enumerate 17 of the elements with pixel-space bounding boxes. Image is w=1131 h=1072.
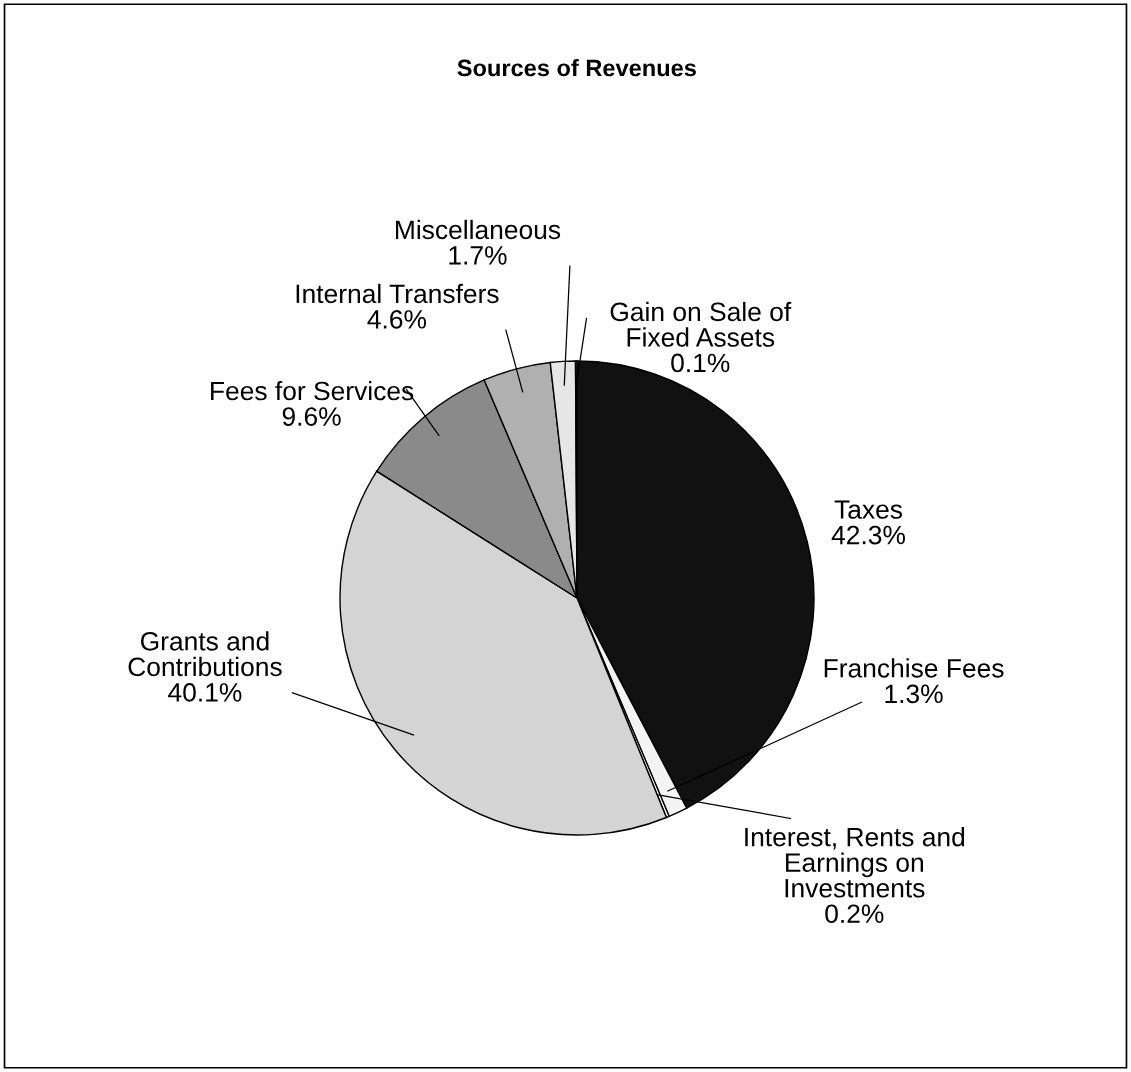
data-label: 40.1% [168,683,242,702]
data-label: 0.2% [825,904,884,924]
slice-label: Fees for Services [211,380,414,401]
data-label: 1.3% [885,684,943,704]
slice-label: Grants and Contributions [128,631,282,677]
slice-label: Internal Transfers [296,283,499,304]
data-label: 9.6% [282,407,341,426]
slice-label: Gain on Sale of Fixed Assets [610,301,792,347]
data-label: 4.6% [367,310,427,329]
slice-label: Interest, Rents and Earnings on Investments [745,827,965,898]
data-label: 42.3% [831,525,905,545]
chart-title: Sources of Revenues [457,59,696,77]
slice-label: Taxes [834,500,903,519]
slice-label: Miscellaneous [396,219,561,240]
data-label: 0.1% [671,353,730,373]
data-label: 1.7% [449,246,507,265]
slice-label: Franchise Fees [824,658,1004,678]
